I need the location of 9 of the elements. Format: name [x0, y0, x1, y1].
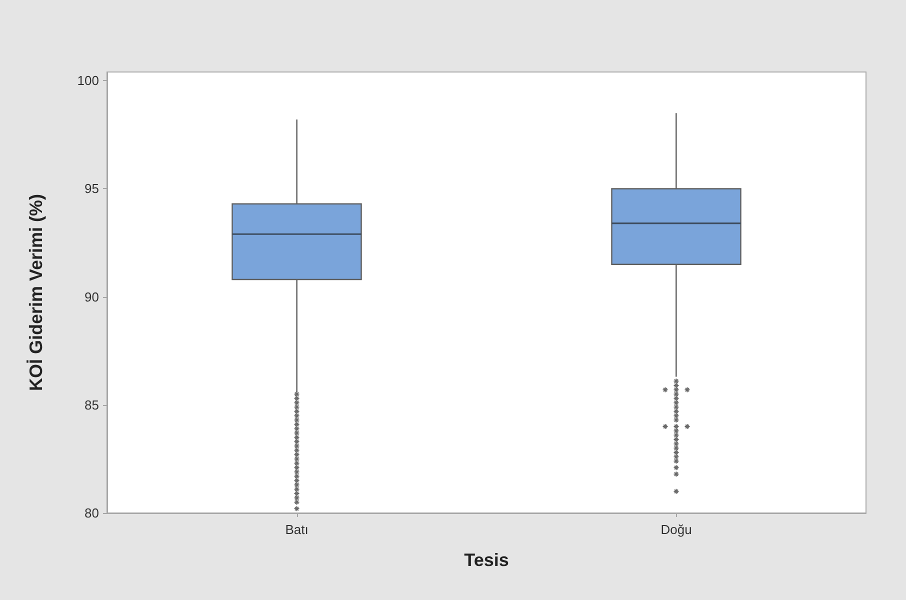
y-tick-label: 95	[84, 181, 99, 196]
y-tick-label: 85	[84, 397, 99, 412]
x-tick-label: Doğu	[660, 522, 692, 537]
y-tick-label: 80	[84, 506, 99, 520]
y-tick-label: 100	[77, 73, 99, 88]
x-tick-label: Batı	[285, 522, 308, 537]
y-axis-title: KOİ Giderim Verimi (%)	[26, 194, 46, 392]
y-tick-label: 90	[84, 289, 99, 304]
x-axis-title: Tesis	[464, 550, 509, 570]
